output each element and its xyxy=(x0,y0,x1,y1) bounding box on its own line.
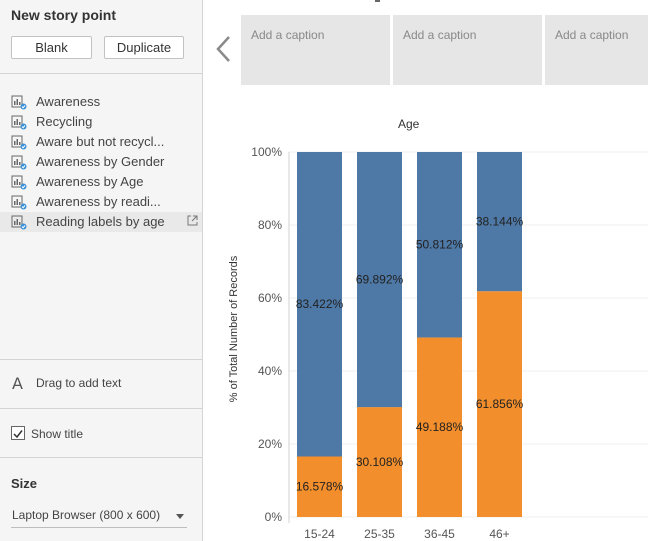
bar-segment xyxy=(357,407,402,517)
caption-box[interactable]: Add a caption xyxy=(545,15,648,85)
title-fragment xyxy=(375,0,380,2)
x-tick-label: 36-45 xyxy=(424,527,455,541)
sheet-label: Awareness by Gender xyxy=(36,154,165,169)
worksheet-icon xyxy=(11,115,27,130)
sheet-label: Aware but not recycl... xyxy=(36,134,165,149)
worksheet-icon xyxy=(11,215,27,230)
stacked-bar-chart: 0% 20% 40% 60% 80% 100% 16.578% 83.422% 15-24 30.… xyxy=(251,145,648,541)
x-tick-label: 46+ xyxy=(489,527,509,541)
worksheet-icon xyxy=(11,135,27,150)
y-tick-label: 80% xyxy=(258,218,282,232)
data-label: 16.578% xyxy=(296,480,344,494)
show-title-option[interactable]: Show title xyxy=(0,409,202,457)
duplicate-button[interactable]: Duplicate xyxy=(104,36,184,59)
new-story-point-title: New story point xyxy=(11,7,117,23)
x-tick-label: 15-24 xyxy=(304,527,335,541)
worksheet-icon xyxy=(11,95,27,110)
caption-placeholder: Add a caption xyxy=(403,28,477,42)
sheet-item-awareness-by-reading[interactable]: Awareness by readi... xyxy=(0,192,202,212)
size-dropdown[interactable]: Laptop Browser (800 x 600) xyxy=(11,504,187,528)
y-tick-label: 100% xyxy=(251,145,282,159)
data-label: 69.892% xyxy=(356,273,404,287)
drag-to-add-text[interactable]: A Drag to add text xyxy=(0,360,202,408)
sheet-item-recycling[interactable]: Recycling xyxy=(0,112,202,132)
sheet-label: Awareness xyxy=(36,94,101,109)
show-title-checkbox[interactable] xyxy=(11,426,25,440)
story-panel: New story point Blank Duplicate Awarenes… xyxy=(0,0,203,541)
bar-segment xyxy=(477,152,522,292)
drag-text-label: Drag to add text xyxy=(36,376,122,390)
caption-box[interactable]: Add a caption xyxy=(393,15,542,85)
sheet-item-awareness[interactable]: Awareness xyxy=(0,92,202,112)
data-label: 50.812% xyxy=(416,238,464,252)
previous-story-point-icon[interactable] xyxy=(212,34,236,64)
divider xyxy=(0,457,202,458)
sheet-item-reading-labels-by-age[interactable]: Reading labels by age xyxy=(0,212,202,232)
blank-button[interactable]: Blank xyxy=(11,36,92,59)
data-label: 38.144% xyxy=(476,215,524,229)
text-object-icon: A xyxy=(12,374,23,393)
sheet-label: Reading labels by age xyxy=(36,214,165,229)
data-label: 61.856% xyxy=(476,397,524,411)
sheet-item-awareness-by-gender[interactable]: Awareness by Gender xyxy=(0,152,202,172)
size-value: Laptop Browser (800 x 600) xyxy=(12,508,161,522)
show-title-label: Show title xyxy=(31,427,84,441)
caption-box[interactable]: Add a caption xyxy=(241,15,390,85)
caption-placeholder: Add a caption xyxy=(555,28,629,42)
divider xyxy=(0,408,202,409)
bar-segment xyxy=(417,337,462,517)
y-tick-label: 0% xyxy=(265,510,283,524)
worksheet-icon xyxy=(11,175,27,190)
size-title: Size xyxy=(11,476,38,491)
chart-title: Age xyxy=(398,117,420,131)
data-label: 30.108% xyxy=(356,455,404,469)
sheet-label: Recycling xyxy=(36,114,93,129)
sheet-item-awareness-by-age[interactable]: Awareness by Age xyxy=(0,172,202,192)
sheet-label: Awareness by Age xyxy=(36,174,144,189)
divider xyxy=(0,73,202,74)
bar-segment xyxy=(297,152,342,457)
bar-segment xyxy=(357,152,402,408)
worksheet-icon xyxy=(11,195,27,210)
go-to-sheet-icon[interactable] xyxy=(187,215,198,226)
sheet-list: Awareness Recycling Aware but not recycl… xyxy=(0,92,202,232)
y-tick-label: 20% xyxy=(258,437,282,451)
chevron-down-icon xyxy=(176,514,184,519)
divider xyxy=(0,359,202,360)
data-label: 83.422% xyxy=(296,297,344,311)
caption-placeholder: Add a caption xyxy=(251,28,325,42)
y-axis-title: % of Total Number of Records xyxy=(228,255,240,403)
sheet-label: Awareness by readi... xyxy=(36,194,161,209)
bar-segment xyxy=(417,152,462,338)
bar-segment xyxy=(477,291,522,517)
bar-segment xyxy=(297,456,342,517)
data-label: 49.188% xyxy=(416,420,464,434)
sheet-item-aware-not-recycling[interactable]: Aware but not recycl... xyxy=(0,132,202,152)
x-tick-label: 25-35 xyxy=(364,527,395,541)
y-tick-label: 40% xyxy=(258,364,282,378)
worksheet-icon xyxy=(11,155,27,170)
checkmark-icon xyxy=(13,430,23,439)
y-tick-label: 60% xyxy=(258,291,282,305)
